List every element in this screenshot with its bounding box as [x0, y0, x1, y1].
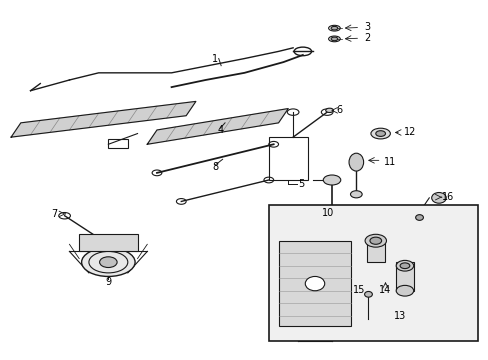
Text: 4: 4	[217, 125, 223, 135]
Ellipse shape	[330, 26, 337, 30]
Ellipse shape	[348, 153, 363, 171]
Text: 11: 11	[384, 157, 396, 167]
Polygon shape	[147, 109, 287, 144]
Ellipse shape	[81, 248, 135, 276]
Bar	[395, 262, 413, 291]
Text: 7: 7	[51, 209, 57, 219]
Ellipse shape	[415, 215, 423, 220]
Text: 16: 16	[441, 192, 453, 202]
Text: 5: 5	[298, 179, 304, 189]
Text: 15: 15	[352, 285, 364, 295]
Text: 1: 1	[212, 54, 218, 64]
Bar	[268, 205, 477, 341]
Ellipse shape	[365, 234, 386, 247]
Bar	[278, 241, 351, 327]
Text: 10: 10	[321, 208, 334, 218]
Text: 6: 6	[336, 105, 342, 115]
Ellipse shape	[369, 237, 381, 244]
Text: 12: 12	[403, 127, 415, 138]
Ellipse shape	[305, 276, 324, 291]
Ellipse shape	[395, 285, 413, 296]
Text: 8: 8	[212, 162, 218, 172]
Bar	[108, 139, 127, 148]
Ellipse shape	[330, 37, 337, 41]
Ellipse shape	[375, 131, 385, 136]
Ellipse shape	[399, 263, 409, 269]
Ellipse shape	[325, 108, 333, 112]
Ellipse shape	[364, 292, 372, 297]
Bar	[268, 137, 307, 180]
Text: 14: 14	[379, 285, 391, 295]
Text: 9: 9	[105, 277, 111, 287]
Text: 13: 13	[393, 311, 406, 321]
Ellipse shape	[350, 191, 362, 198]
Bar	[366, 241, 384, 262]
Bar	[79, 234, 137, 251]
Ellipse shape	[323, 175, 340, 185]
Ellipse shape	[370, 128, 389, 139]
Ellipse shape	[100, 257, 117, 267]
Polygon shape	[11, 102, 196, 137]
Ellipse shape	[395, 260, 413, 271]
Text: 3: 3	[364, 22, 370, 32]
Ellipse shape	[431, 193, 446, 203]
Text: 2: 2	[364, 33, 370, 43]
